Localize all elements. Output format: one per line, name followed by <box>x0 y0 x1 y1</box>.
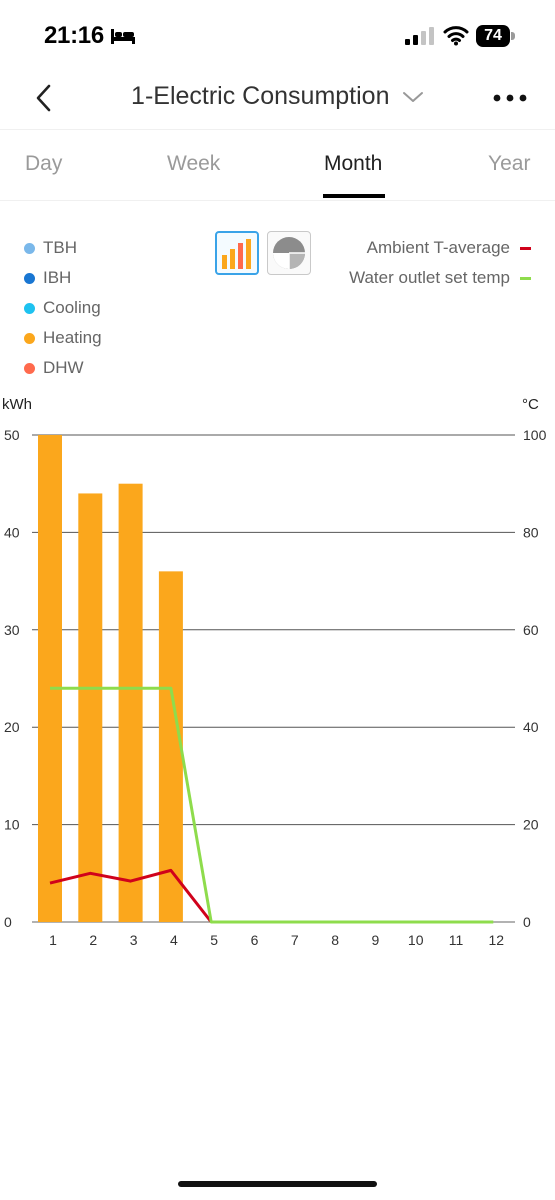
status-bar: 21:16 74 <box>0 0 555 70</box>
bar-heating <box>158 571 183 922</box>
y-tick-label-left: 20 <box>4 719 20 735</box>
chevron-down-icon <box>402 91 423 102</box>
bed-icon <box>111 29 135 44</box>
home-indicator <box>178 1181 377 1187</box>
legend-dot <box>24 302 35 314</box>
wifi-icon <box>443 26 469 46</box>
pie-chart-toggle[interactable] <box>267 231 311 275</box>
legend-categories: TBH IBH Cooling Heating DHW <box>24 233 102 383</box>
y-axis-right-unit: °C <box>522 396 539 413</box>
x-tick-label: 8 <box>331 932 339 948</box>
line-ambient-t-average <box>49 868 213 923</box>
bar-chart-toggle[interactable] <box>215 231 259 275</box>
x-tick-label: 1 <box>49 932 57 948</box>
legend-swatch <box>520 276 531 280</box>
legend-label: Cooling <box>43 298 101 317</box>
legend-label: IBH <box>43 268 72 287</box>
nav-bar: 1-Electric Consumption <box>0 70 555 130</box>
x-tick-label: 7 <box>291 932 299 948</box>
legend-lines: Ambient T-average Water outlet set temp <box>349 233 531 293</box>
y-tick-label-left: 40 <box>4 524 20 540</box>
legend-label: Ambient T-average <box>366 238 510 257</box>
battery-tip <box>511 32 515 40</box>
signal-icon <box>405 27 434 45</box>
more-icon[interactable] <box>493 93 527 103</box>
x-tick-label: 2 <box>89 932 97 948</box>
y-axis-left-unit: kWh <box>2 396 32 413</box>
y-tick-label-left: 30 <box>4 622 20 638</box>
title-dropdown[interactable]: 1-Electric Consumption <box>0 82 555 111</box>
battery-level: 74 <box>476 25 510 47</box>
legend-dot <box>24 362 35 374</box>
legend-swatch <box>520 246 531 250</box>
y-tick-label-right: 0 <box>523 914 531 930</box>
tab-week[interactable]: Week <box>167 152 221 175</box>
bar-heating <box>38 435 62 922</box>
y-tick-label-left: 0 <box>4 914 12 930</box>
legend-item-ibh[interactable]: IBH <box>24 263 102 293</box>
legend-item-ambient-t-average[interactable]: Ambient T-average <box>349 233 531 263</box>
line-water-outlet-set-temp <box>50 686 494 924</box>
x-tick-label: 4 <box>170 932 178 948</box>
legend-item-cooling[interactable]: Cooling <box>24 293 102 323</box>
tab-month[interactable]: Month <box>324 152 383 175</box>
x-tick-label: 5 <box>210 932 218 948</box>
bar-heating <box>78 493 103 922</box>
x-tick-label: 11 <box>449 932 464 948</box>
y-tick-label-right: 100 <box>523 427 547 443</box>
back-icon[interactable] <box>30 82 58 114</box>
y-tick-label-left: 10 <box>4 817 20 833</box>
legend-item-heating[interactable]: Heating <box>24 323 102 353</box>
legend-dot <box>24 332 35 344</box>
bar-chart-icon <box>222 239 251 269</box>
tab-indicator <box>323 194 385 198</box>
status-time: 21:16 <box>44 22 104 49</box>
pie-chart-icon <box>273 237 305 269</box>
legend-label: TBH <box>43 238 77 257</box>
page-title: 1-Electric Consumption <box>131 82 390 110</box>
tab-year[interactable]: Year <box>488 152 531 175</box>
tab-day[interactable]: Day <box>25 152 63 175</box>
y-tick-label-right: 60 <box>523 622 539 638</box>
bar-heating <box>118 483 143 922</box>
x-tick-label: 6 <box>251 932 259 948</box>
legend-dot <box>24 272 35 284</box>
y-tick-label-right: 80 <box>523 524 539 540</box>
legend-item-tbh[interactable]: TBH <box>24 233 102 263</box>
y-tick-label-left: 50 <box>4 427 20 443</box>
y-tick-label-right: 20 <box>523 817 539 833</box>
x-tick-label: 10 <box>408 932 424 948</box>
legend-dot <box>24 242 35 254</box>
legend-item-dhw[interactable]: DHW <box>24 353 102 383</box>
legend-label: Water outlet set temp <box>349 268 510 287</box>
legend-label: DHW <box>43 358 84 377</box>
y-tick-label-right: 40 <box>523 719 539 735</box>
battery-icon: 74 <box>476 25 516 47</box>
x-tick-label: 9 <box>372 932 380 948</box>
legend-item-water-outlet-set-temp[interactable]: Water outlet set temp <box>349 263 531 293</box>
x-tick-label: 12 <box>489 932 505 948</box>
legend-label: Heating <box>43 328 102 347</box>
period-tabs: Day Week Month Year <box>0 131 555 201</box>
x-tick-label: 3 <box>130 932 138 948</box>
